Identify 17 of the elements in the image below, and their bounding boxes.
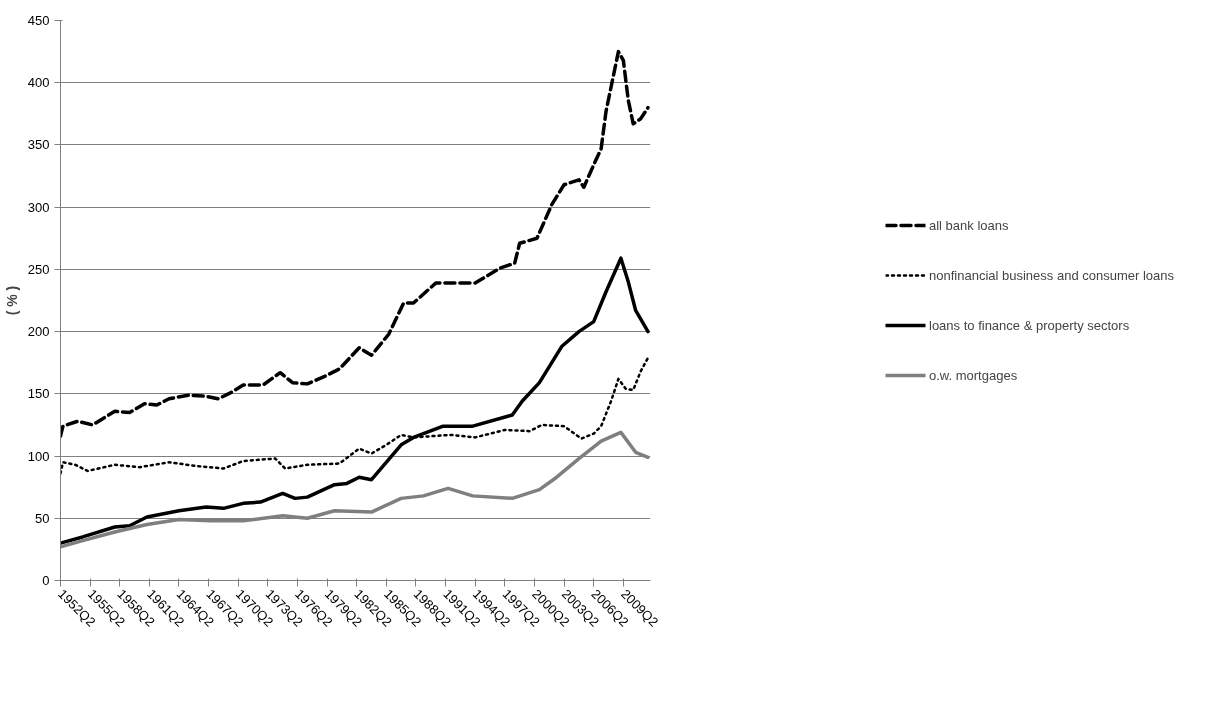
y-tick-label: 0: [42, 573, 50, 588]
y-tick-label: 150: [27, 386, 50, 402]
y-axis-title: ( % ): [3, 285, 20, 316]
line-series: [60, 49, 650, 438]
y-tick-label: 50: [35, 510, 50, 526]
y-tick-label: 400: [27, 75, 50, 91]
legend-label: all bank loans: [929, 217, 1009, 233]
y-tick-label: 100: [27, 448, 50, 464]
legend-label: o.w. mortgages: [929, 367, 1018, 383]
legend-label: nonfinancial business and consumer loans: [929, 267, 1174, 283]
y-tick-label: 200: [27, 324, 50, 340]
y-tick-label: 450: [27, 13, 50, 28]
y-tick-label: 350: [27, 137, 50, 153]
y-tick-label: 300: [27, 199, 50, 215]
legend-label: loans to finance & property sectors: [929, 317, 1130, 333]
line-series: [60, 256, 650, 545]
y-tick-label: 250: [27, 261, 50, 277]
